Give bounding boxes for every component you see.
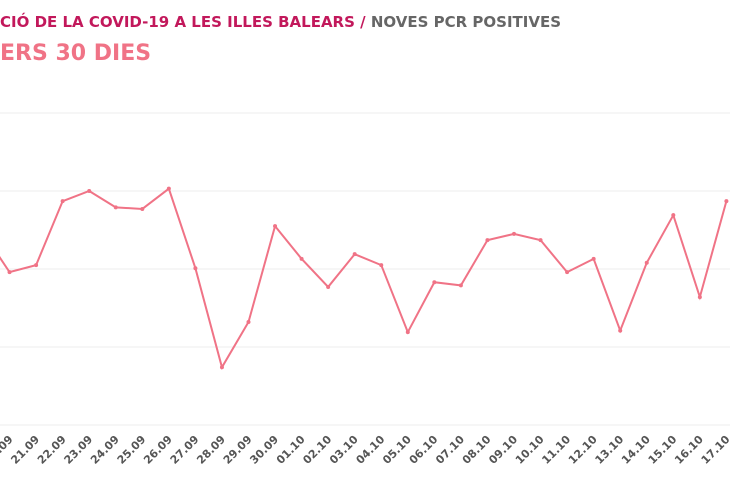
x-tick-label: 14.10 bbox=[619, 433, 653, 467]
title-secondary: NOVES PCR POSITIVES bbox=[371, 13, 561, 31]
x-tick-label: 21.09 bbox=[8, 433, 42, 467]
title-main: CIÓ DE LA COVID-19 A LES ILLES BALEARS bbox=[0, 12, 355, 31]
x-tick-label: 07.10 bbox=[433, 433, 467, 467]
point bbox=[591, 256, 596, 261]
x-tick-label: 15.10 bbox=[646, 433, 680, 467]
x-tick-label: 08.10 bbox=[460, 433, 494, 467]
x-tick-label: 27.09 bbox=[168, 433, 202, 467]
x-tick-label: 16.10 bbox=[672, 433, 706, 467]
x-tick-label: 05.10 bbox=[380, 433, 414, 467]
point bbox=[113, 205, 118, 210]
point bbox=[326, 284, 331, 289]
point bbox=[246, 320, 251, 325]
point bbox=[34, 263, 39, 268]
point bbox=[432, 280, 437, 285]
point bbox=[299, 256, 304, 261]
line bbox=[0, 187, 728, 370]
point bbox=[140, 206, 145, 211]
x-tick-label: 26.09 bbox=[141, 433, 175, 467]
chart-subtitle: ERS 30 DIES bbox=[0, 41, 151, 66]
point bbox=[352, 252, 357, 257]
x-tick-label: 30.09 bbox=[247, 433, 281, 467]
x-tick-label: 10.10 bbox=[513, 433, 547, 467]
point bbox=[7, 270, 12, 275]
point bbox=[60, 199, 65, 204]
x-tick-label: 11.10 bbox=[539, 433, 573, 467]
point bbox=[273, 224, 278, 229]
x-tick-label: 02.10 bbox=[300, 433, 334, 467]
point bbox=[219, 365, 224, 370]
point bbox=[724, 199, 729, 204]
x-tick-label: 03.10 bbox=[327, 433, 361, 467]
point bbox=[538, 238, 543, 243]
x-tick-label: 25.09 bbox=[115, 433, 149, 467]
x-tick-label: 22.09 bbox=[35, 433, 69, 467]
title-separator: / bbox=[360, 13, 366, 31]
x-tick-label: 13.10 bbox=[593, 433, 627, 467]
point bbox=[485, 238, 490, 243]
point bbox=[193, 266, 198, 271]
x-tick-label: 23.09 bbox=[62, 433, 96, 467]
x-tick-label: 01.10 bbox=[274, 433, 308, 467]
x-tick-label: 06.10 bbox=[407, 433, 441, 467]
grid bbox=[0, 112, 730, 426]
plot bbox=[0, 186, 729, 370]
point bbox=[166, 186, 171, 191]
point bbox=[565, 270, 570, 275]
x-tick-label: 29.09 bbox=[221, 433, 255, 467]
point bbox=[644, 260, 649, 265]
x-tick-label: 12.10 bbox=[566, 433, 600, 467]
x-tick-label: 04.10 bbox=[354, 433, 388, 467]
chart-title: CIÓ DE LA COVID-19 A LES ILLES BALEARS /… bbox=[0, 12, 561, 31]
point bbox=[458, 283, 463, 288]
x-tick-label: 17.10 bbox=[699, 433, 730, 467]
point bbox=[618, 328, 623, 333]
point bbox=[379, 263, 384, 268]
x-tick-label: 28.09 bbox=[194, 433, 228, 467]
x-tick-label: 24.09 bbox=[88, 433, 122, 467]
point bbox=[87, 189, 92, 193]
point bbox=[405, 330, 410, 335]
point bbox=[671, 213, 676, 218]
point bbox=[697, 295, 702, 300]
x-tick-label: 09.10 bbox=[486, 433, 520, 467]
point bbox=[512, 231, 516, 236]
